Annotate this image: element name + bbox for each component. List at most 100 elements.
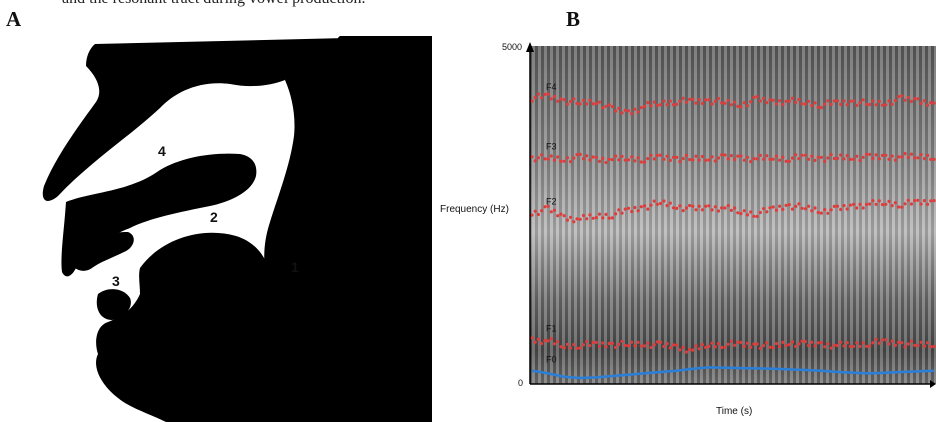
series-f3-point: [819, 155, 823, 159]
series-f1-point: [536, 337, 540, 341]
series-f1-point: [633, 344, 637, 348]
series-f3-point: [774, 154, 778, 158]
series-f1-point: [594, 340, 598, 344]
series-f1-point: [852, 344, 856, 348]
series-f2-point: [919, 202, 923, 206]
series-f2-point: [565, 218, 569, 222]
series-f3-point: [729, 154, 733, 158]
series-f4-point: [932, 101, 936, 105]
series-f1-point: [681, 345, 685, 349]
series-f3-point: [675, 155, 679, 159]
series-f1-point: [893, 343, 897, 347]
series-f4-point: [816, 105, 820, 109]
series-f4-point: [594, 101, 598, 106]
series-f4-point: [559, 97, 563, 101]
series-f4-point: [900, 94, 904, 98]
series-f3-point: [710, 155, 714, 159]
series-f4-point: [852, 99, 856, 103]
series-f4-point: [919, 101, 923, 105]
series-f1-point: [826, 342, 830, 346]
series-f2-point: [591, 216, 595, 220]
series-f1-point: [710, 341, 714, 345]
series-f2-point: [874, 202, 878, 206]
series-f1-point: [909, 339, 914, 343]
series-f3-point: [797, 157, 801, 161]
series-f4-point: [562, 98, 566, 102]
series-f2-point: [797, 202, 801, 206]
series-label-f3: F3: [546, 142, 557, 152]
series-f1-point: [691, 348, 695, 352]
region-label-2: 2: [210, 209, 218, 225]
series-f2-point: [729, 208, 733, 212]
series-f4-point: [906, 95, 910, 99]
series-f4-point: [588, 98, 592, 102]
series-f4-point: [723, 101, 727, 105]
series-f1-point: [742, 344, 746, 348]
series-f2-point: [765, 210, 769, 214]
series-f2-point: [572, 220, 576, 224]
series-f1-point: [880, 338, 885, 342]
series-f1-point: [745, 341, 750, 345]
series-f3-point: [662, 157, 666, 161]
series-f1-point: [800, 339, 804, 343]
series-f4-point: [569, 99, 573, 104]
series-f1-point: [601, 341, 605, 345]
series-f3-point: [610, 158, 614, 162]
series-f3-point: [832, 156, 836, 161]
series-f2-point: [852, 202, 856, 206]
series-f3-point: [848, 157, 852, 161]
series-f3-point: [643, 160, 647, 164]
series-f4-point: [540, 96, 544, 100]
series-f4-point: [929, 101, 933, 105]
series-f4-point: [646, 101, 650, 105]
series-f4-point: [903, 98, 907, 102]
series-f2-point: [829, 208, 833, 212]
series-f3-point: [604, 160, 608, 165]
series-f3-point: [569, 160, 573, 164]
series-f2-point: [626, 206, 631, 210]
series-f0-line: [531, 366, 935, 380]
series-f3-point: [536, 156, 540, 160]
series-f1-point: [932, 344, 936, 349]
series-f3-point: [758, 153, 762, 157]
series-f3-point: [572, 156, 576, 160]
series-f1-point: [916, 344, 920, 348]
series-f4-point: [662, 99, 666, 103]
series-f4-point: [774, 102, 778, 106]
series-f3-point: [877, 157, 881, 161]
series-f3-point: [909, 152, 914, 156]
series-f4-point: [880, 103, 885, 107]
series-f2-point: [884, 202, 888, 206]
series-f1-point: [877, 341, 881, 345]
series-f4-point: [861, 98, 865, 102]
series-f2-point: [556, 214, 560, 218]
series-f1-point: [652, 343, 656, 347]
series-f1-point: [540, 341, 544, 346]
series-f1-point: [655, 340, 659, 344]
series-f4-point: [913, 97, 917, 101]
series-f2-point: [678, 204, 682, 208]
series-f1-point: [781, 340, 785, 344]
series-f4-point: [633, 107, 637, 111]
series-f2-point: [913, 199, 917, 203]
series-f3-point: [845, 154, 849, 158]
series-f2-point: [855, 206, 859, 210]
series-f1-point: [607, 341, 611, 346]
series-f2-point: [716, 209, 721, 213]
series-f2-point: [655, 202, 659, 206]
series-f2-point: [739, 212, 743, 216]
series-f1-point: [639, 344, 643, 348]
series-f2-point: [720, 206, 724, 210]
series-f4-point: [826, 99, 830, 103]
series-f1-point: [823, 345, 827, 349]
series-f4-point: [652, 100, 656, 104]
series-f2-point: [630, 209, 634, 214]
series-f3-point: [823, 159, 827, 163]
series-f1-point: [900, 341, 904, 345]
series-f1-point: [778, 344, 782, 349]
series-f2-point: [607, 216, 611, 220]
series-f3-point: [646, 157, 650, 161]
series-f2-point: [794, 204, 798, 208]
series-f4-point: [655, 103, 659, 107]
series-f4-point: [848, 99, 852, 103]
